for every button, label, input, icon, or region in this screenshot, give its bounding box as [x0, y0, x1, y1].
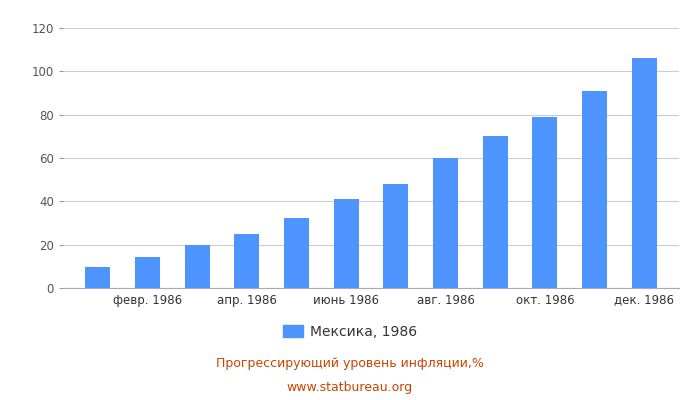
Bar	[384, 184, 408, 288]
Text: Прогрессирующий уровень инфляции,%: Прогрессирующий уровень инфляции,%	[216, 358, 484, 370]
Bar	[185, 245, 209, 288]
Text: www.statbureau.org: www.statbureau.org	[287, 382, 413, 394]
Bar	[483, 136, 507, 288]
Bar	[334, 199, 358, 288]
Bar	[533, 117, 557, 288]
Bar	[135, 256, 160, 288]
Bar	[582, 91, 607, 288]
Bar	[234, 234, 259, 288]
Bar	[433, 158, 458, 288]
Legend: Мексика, 1986: Мексика, 1986	[277, 319, 423, 344]
Bar	[632, 58, 657, 288]
Bar	[284, 218, 309, 288]
Bar	[85, 268, 110, 288]
